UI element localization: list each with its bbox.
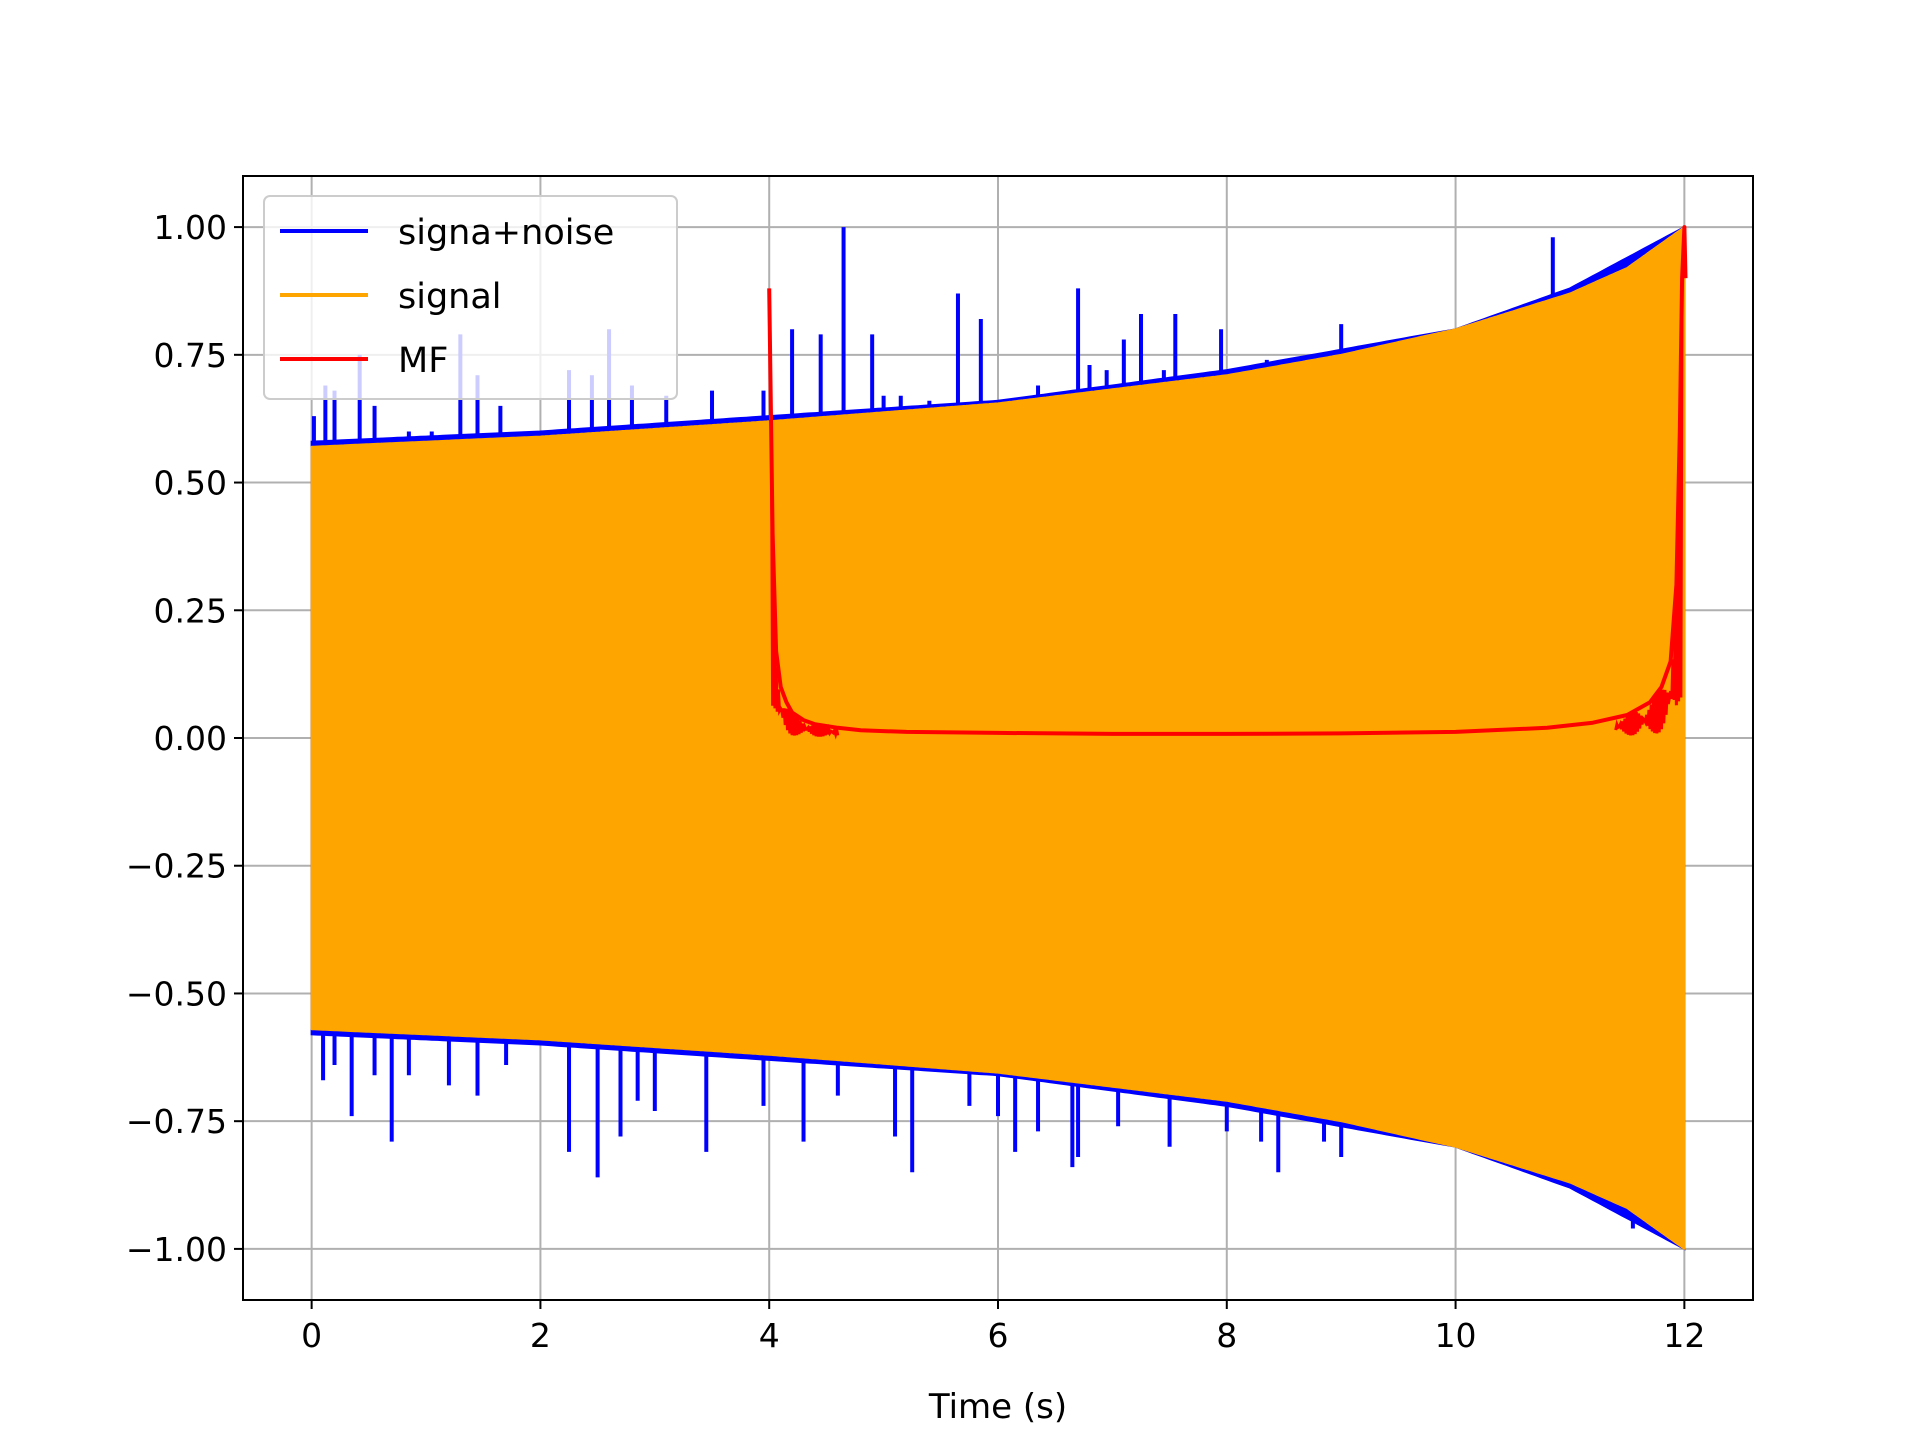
legend-label-mf: MF bbox=[398, 341, 448, 381]
y-tick-label: −1.00 bbox=[126, 1230, 227, 1269]
x-tick-label: 8 bbox=[1216, 1316, 1237, 1355]
x-tick-label: 12 bbox=[1663, 1316, 1705, 1355]
y-tick-label: −0.25 bbox=[126, 847, 227, 886]
legend-label-signal: signal bbox=[398, 277, 502, 317]
y-tick-label: −0.75 bbox=[126, 1102, 227, 1141]
y-tick-label: −0.50 bbox=[126, 974, 227, 1013]
mf-line bbox=[767, 225, 1688, 736]
signal-envelope bbox=[310, 226, 1686, 1250]
x-tick-label: 4 bbox=[759, 1316, 780, 1355]
x-tick-label: 6 bbox=[988, 1316, 1009, 1355]
y-axis: 1.00 0.75 0.50 0.25 0.00 −0.25 −0.50 −0.75 −1.00 bbox=[126, 208, 243, 1269]
mf-ripple-start bbox=[770, 460, 840, 740]
x-tick-label: 10 bbox=[1435, 1316, 1477, 1355]
y-tick-label: 1.00 bbox=[154, 208, 227, 247]
y-tick-label: 0.75 bbox=[154, 336, 227, 375]
y-tick-label: 0.00 bbox=[154, 719, 227, 758]
x-tick-label: 0 bbox=[301, 1316, 322, 1355]
y-tick-label: 0.25 bbox=[154, 591, 227, 630]
legend: signa+noise signal MF bbox=[263, 195, 678, 400]
mf-ripple-end bbox=[1614, 278, 1684, 736]
x-axis: 0 2 4 6 8 10 12 bbox=[301, 1300, 1705, 1355]
legend-box bbox=[263, 195, 678, 400]
signal-series bbox=[310, 226, 1686, 1250]
legend-label-signa-noise: signa+noise bbox=[398, 213, 614, 253]
mf-series bbox=[767, 225, 1688, 740]
x-axis-label: Time (s) bbox=[928, 1387, 1067, 1427]
y-tick-label: 0.50 bbox=[154, 464, 227, 503]
x-tick-label: 2 bbox=[530, 1316, 551, 1355]
plot-content bbox=[310, 225, 1688, 1251]
